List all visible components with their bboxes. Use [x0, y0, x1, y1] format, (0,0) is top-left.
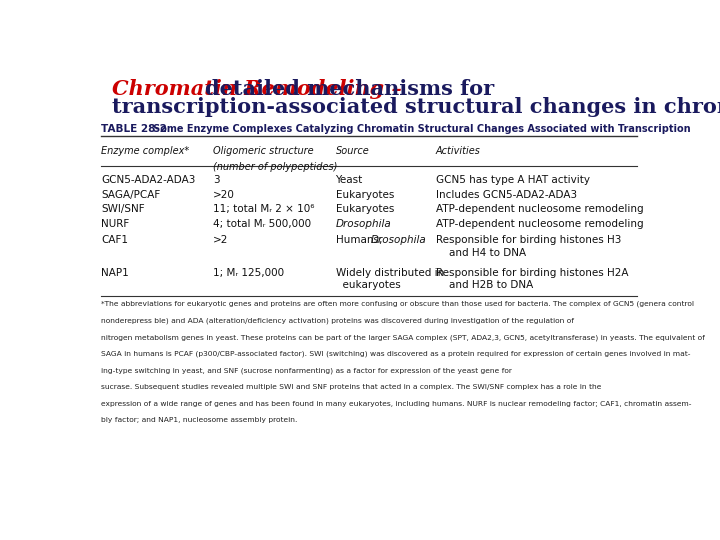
Text: eukaryotes: eukaryotes [336, 280, 400, 290]
Text: *The abbreviations for eukaryotic genes and proteins are often more confusing or: *The abbreviations for eukaryotic genes … [101, 301, 694, 307]
Text: ATP-dependent nucleosome remodeling: ATP-dependent nucleosome remodeling [436, 219, 644, 228]
Text: expression of a wide range of genes and has been found in many eukaryotes, inclu: expression of a wide range of genes and … [101, 401, 692, 407]
Text: Includes GCN5-ADA2-ADA3: Includes GCN5-ADA2-ADA3 [436, 190, 577, 200]
Text: SAGA/PCAF: SAGA/PCAF [101, 190, 161, 200]
Text: Eukaryotes: Eukaryotes [336, 190, 394, 200]
Text: Some Enzyme Complexes Catalyzing Chromatin Structural Changes Associated with Tr: Some Enzyme Complexes Catalyzing Chromat… [143, 124, 690, 134]
Text: 4; total Mᵣ 500,000: 4; total Mᵣ 500,000 [213, 219, 311, 228]
Text: ing-type switching in yeast, and SNF (sucrose nonfarmenting) as a factor for exp: ing-type switching in yeast, and SNF (su… [101, 368, 512, 374]
Text: Drosophila: Drosophila [336, 219, 391, 228]
Text: 11; total Mᵣ 2 × 10⁶: 11; total Mᵣ 2 × 10⁶ [213, 204, 314, 214]
Text: SWI/SNF: SWI/SNF [101, 204, 145, 214]
Text: and H4 to DNA: and H4 to DNA [436, 248, 526, 258]
Text: Activities: Activities [436, 146, 481, 156]
Text: Enzyme complex*: Enzyme complex* [101, 146, 189, 156]
Text: ATP-dependent nucleosome remodeling: ATP-dependent nucleosome remodeling [436, 204, 644, 214]
Text: NURF: NURF [101, 219, 130, 228]
Text: Yeast: Yeast [336, 175, 363, 185]
Text: Chromatin Remodeling –: Chromatin Remodeling – [112, 79, 410, 99]
Text: Drosophila: Drosophila [371, 235, 426, 245]
Text: nonderepress ble) and ADA (alteration/deficiency activation) proteins was discov: nonderepress ble) and ADA (alteration/de… [101, 318, 574, 324]
Text: transcription-associated structural changes in chromatin: transcription-associated structural chan… [112, 97, 720, 117]
Text: NAP1: NAP1 [101, 268, 129, 278]
Text: and H2B to DNA: and H2B to DNA [436, 280, 534, 290]
Text: SAGA in humans is PCAF (p300/CBP-associated factor). SWI (switching) was discove: SAGA in humans is PCAF (p300/CBP-associa… [101, 351, 690, 357]
Text: detailed mechanisms for: detailed mechanisms for [204, 79, 494, 99]
Text: >20: >20 [213, 190, 235, 200]
Text: TABLE 28-2: TABLE 28-2 [101, 124, 167, 134]
Text: nitrogen metabolism genes in yeast. These proteins can be part of the larger SAG: nitrogen metabolism genes in yeast. Thes… [101, 334, 705, 341]
Text: Responsible for birding histones H2A: Responsible for birding histones H2A [436, 268, 629, 278]
Text: CAF1: CAF1 [101, 235, 128, 245]
Text: bly factor; and NAP1, nucleosome assembly protein.: bly factor; and NAP1, nucleosome assembl… [101, 417, 297, 423]
Text: Oligomeric structure: Oligomeric structure [213, 146, 313, 156]
Text: GCN5 has type A HAT activity: GCN5 has type A HAT activity [436, 175, 590, 185]
Text: 3: 3 [213, 175, 220, 185]
Text: (number of polypeptides): (number of polypeptides) [213, 161, 337, 172]
Text: 1; Mᵣ 125,000: 1; Mᵣ 125,000 [213, 268, 284, 278]
Text: GCN5-ADA2-ADA3: GCN5-ADA2-ADA3 [101, 175, 196, 185]
Text: Source: Source [336, 146, 369, 156]
Text: Humans;: Humans; [336, 235, 385, 245]
Text: Widely distributed in: Widely distributed in [336, 268, 444, 278]
Text: Eukaryotes: Eukaryotes [336, 204, 394, 214]
Text: >2: >2 [213, 235, 228, 245]
Text: sucrase. Subsequent studies revealed multiple SWI and SNF proteins that acted in: sucrase. Subsequent studies revealed mul… [101, 384, 601, 390]
Text: Responsible for birding histones H3: Responsible for birding histones H3 [436, 235, 621, 245]
